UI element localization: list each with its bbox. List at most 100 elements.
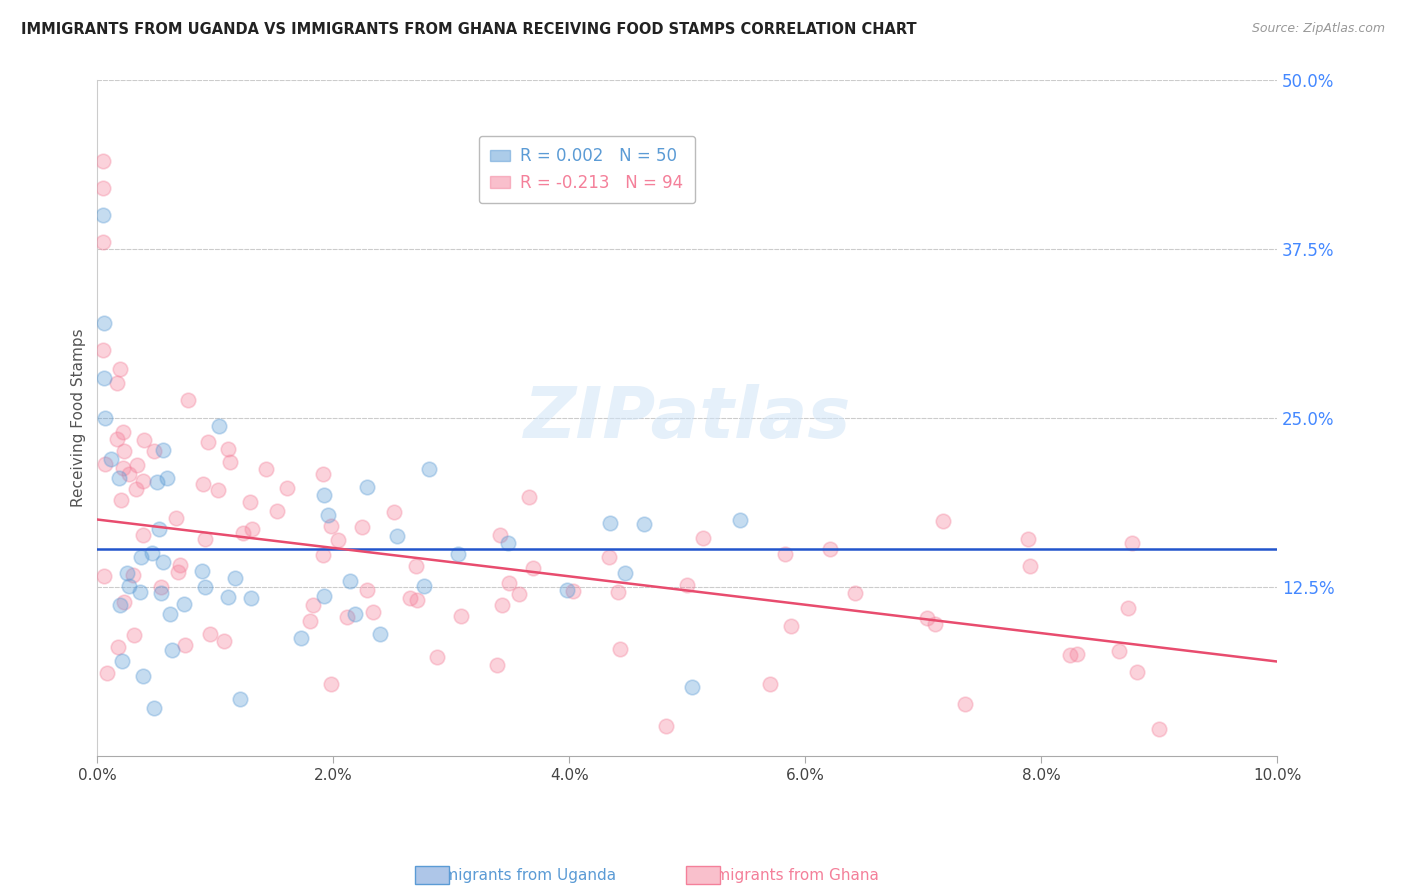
Point: [132, 527, 155, 541]
Point: [112, 595, 135, 609]
Point: [91, 181, 114, 195]
Point: [112, 425, 135, 439]
Point: [343, 607, 366, 622]
Point: [489, 528, 512, 542]
Point: [676, 578, 699, 592]
Text: Source: ZipAtlas.com: Source: ZipAtlas.com: [1251, 22, 1385, 36]
Point: [124, 628, 146, 642]
Point: [115, 566, 138, 580]
Point: [818, 541, 841, 556]
Text: Immigrants from Ghana: Immigrants from Ghana: [696, 869, 879, 883]
Point: [1059, 648, 1081, 662]
Point: [132, 474, 155, 488]
Point: [682, 680, 704, 694]
Point: [208, 418, 231, 433]
Point: [561, 583, 583, 598]
Point: [446, 547, 468, 561]
Point: [122, 568, 145, 582]
Point: [350, 520, 373, 534]
Point: [1126, 665, 1149, 679]
Text: Immigrants from Uganda: Immigrants from Uganda: [425, 869, 616, 883]
Point: [107, 432, 129, 446]
Point: [1147, 722, 1170, 736]
Point: [633, 516, 655, 531]
Point: [217, 442, 239, 457]
Point: [166, 566, 188, 580]
Point: [124, 482, 146, 496]
Point: [254, 462, 277, 476]
Point: [555, 582, 578, 597]
Point: [194, 532, 217, 546]
Point: [239, 494, 262, 508]
Point: [146, 475, 169, 489]
Point: [131, 549, 153, 564]
Point: [932, 514, 955, 528]
Point: [382, 505, 405, 519]
Point: [356, 582, 378, 597]
Point: [399, 591, 422, 605]
Text: ZIPatlas: ZIPatlas: [523, 384, 851, 452]
Point: [105, 376, 128, 391]
Point: [217, 590, 239, 604]
Point: [1017, 532, 1039, 546]
Point: [728, 513, 751, 527]
Point: [108, 471, 131, 485]
Text: IMMIGRANTS FROM UGANDA VS IMMIGRANTS FROM GHANA RECEIVING FOOD STAMPS CORRELATIO: IMMIGRANTS FROM UGANDA VS IMMIGRANTS FRO…: [21, 22, 917, 37]
Point: [162, 642, 184, 657]
Point: [844, 586, 866, 600]
Point: [336, 610, 359, 624]
Point: [134, 434, 156, 448]
Point: [319, 677, 342, 691]
Point: [212, 634, 235, 648]
Point: [426, 650, 449, 665]
Point: [311, 548, 333, 562]
Point: [339, 574, 361, 589]
Point: [491, 598, 513, 612]
Point: [118, 579, 141, 593]
Point: [915, 611, 938, 625]
Point: [598, 550, 620, 565]
Point: [93, 317, 115, 331]
Point: [312, 467, 335, 482]
Point: [1116, 601, 1139, 615]
Point: [218, 455, 240, 469]
Point: [385, 529, 408, 543]
Point: [780, 619, 803, 633]
Point: [224, 571, 246, 585]
Point: [1121, 536, 1143, 550]
Point: [110, 492, 132, 507]
Point: [169, 558, 191, 572]
Point: [190, 564, 212, 578]
Point: [117, 467, 139, 481]
Point: [405, 593, 427, 607]
Point: [91, 235, 114, 250]
Point: [159, 607, 181, 622]
Point: [517, 490, 540, 504]
Point: [599, 516, 621, 531]
Point: [165, 510, 187, 524]
Point: [143, 443, 166, 458]
Point: [93, 569, 115, 583]
Point: [232, 526, 254, 541]
Point: [290, 631, 312, 645]
Point: [174, 639, 197, 653]
Legend: R = 0.002   N = 50, R = -0.213   N = 94: R = 0.002 N = 50, R = -0.213 N = 94: [479, 136, 695, 203]
Point: [609, 642, 631, 657]
Point: [405, 558, 427, 573]
Point: [924, 616, 946, 631]
Point: [149, 580, 172, 594]
Point: [107, 640, 129, 654]
Point: [312, 589, 335, 603]
Point: [91, 208, 114, 222]
Point: [326, 533, 349, 547]
Point: [207, 483, 229, 497]
Point: [94, 411, 117, 425]
Point: [775, 547, 797, 561]
Point: [111, 461, 134, 475]
Point: [91, 343, 114, 358]
Point: [266, 504, 288, 518]
Point: [522, 561, 544, 575]
Point: [141, 546, 163, 560]
Point: [156, 470, 179, 484]
Point: [197, 435, 219, 450]
